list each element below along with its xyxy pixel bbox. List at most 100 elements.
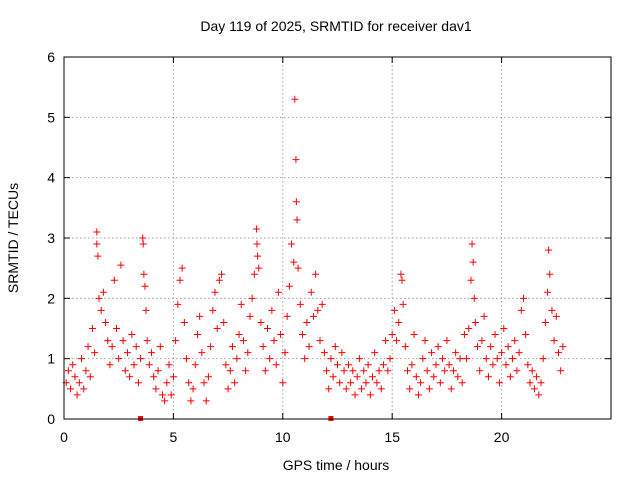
data-point — [172, 337, 180, 345]
data-point — [449, 367, 457, 375]
data-point — [423, 367, 431, 375]
data-point — [460, 331, 468, 339]
data-point — [369, 373, 377, 381]
data-point — [489, 361, 497, 369]
data-point — [167, 391, 175, 399]
data-point — [552, 312, 560, 320]
data-point — [344, 361, 352, 369]
data-point — [406, 385, 414, 393]
data-point — [491, 331, 499, 339]
data-point — [309, 312, 317, 320]
data-point — [495, 379, 503, 387]
data-point — [123, 349, 131, 357]
data-point — [307, 288, 315, 296]
data-point — [183, 355, 191, 363]
data-point — [430, 373, 438, 381]
data-point — [94, 252, 102, 260]
data-point — [463, 355, 471, 363]
data-point — [474, 343, 482, 351]
data-point — [148, 349, 156, 357]
data-point — [248, 294, 256, 302]
data-point — [207, 343, 215, 351]
data-point — [165, 361, 173, 369]
data-point — [487, 343, 495, 351]
data-point — [458, 379, 466, 387]
data-point — [145, 361, 153, 369]
data-point — [439, 355, 447, 363]
data-point — [226, 367, 234, 375]
data-point — [329, 373, 337, 381]
data-point — [410, 331, 418, 339]
data-point — [93, 228, 101, 236]
data-point — [113, 325, 121, 332]
data-point — [390, 306, 398, 314]
data-point — [93, 240, 101, 248]
data-point — [535, 391, 543, 399]
data-point — [290, 258, 298, 266]
data-point — [200, 379, 208, 387]
data-point — [454, 373, 462, 381]
data-point — [202, 397, 210, 405]
data-point — [88, 325, 96, 332]
data-point — [115, 355, 123, 363]
data-point — [414, 391, 422, 399]
data-point — [506, 373, 514, 381]
data-point — [342, 385, 350, 393]
data-point — [263, 325, 271, 332]
data-point — [141, 282, 149, 290]
data-point — [86, 373, 94, 381]
data-point — [452, 349, 460, 357]
x-tick-labels: 0 5 10 15 20 — [60, 429, 509, 445]
data-point — [80, 385, 88, 393]
data-points — [62, 95, 567, 405]
data-point — [292, 156, 300, 164]
data-point — [334, 361, 341, 369]
data-point — [379, 361, 387, 369]
data-point — [224, 385, 232, 393]
data-point — [259, 343, 267, 351]
data-point — [266, 355, 274, 363]
data-point — [75, 379, 83, 387]
data-point — [270, 337, 278, 345]
data-point — [432, 361, 440, 369]
data-point — [178, 264, 186, 272]
data-point — [255, 264, 263, 272]
data-point — [445, 361, 453, 369]
data-point — [441, 367, 449, 375]
data-point — [373, 379, 381, 387]
data-point — [272, 361, 280, 369]
data-point — [528, 367, 536, 375]
data-point — [246, 312, 254, 320]
x-tick-label: 15 — [384, 429, 400, 445]
axis-ticks — [63, 56, 611, 420]
data-point — [425, 385, 433, 393]
data-point — [193, 331, 201, 339]
data-point — [358, 385, 366, 393]
data-point — [484, 373, 492, 381]
data-point — [526, 379, 534, 387]
data-point — [397, 270, 405, 278]
data-point — [533, 373, 541, 381]
x-tick-label: 10 — [275, 429, 291, 445]
data-point — [364, 361, 372, 369]
data-point — [388, 331, 396, 339]
data-point — [515, 349, 523, 357]
data-point — [517, 306, 525, 314]
data-point — [239, 337, 247, 345]
data-point — [539, 355, 547, 363]
data-point — [375, 367, 383, 375]
data-point — [95, 294, 103, 302]
data-point — [478, 337, 486, 345]
data-point — [250, 270, 258, 278]
x-tick-label: 0 — [60, 429, 68, 445]
data-point — [97, 306, 105, 314]
data-point — [557, 367, 565, 375]
data-point — [366, 391, 374, 399]
y-axis-label: SRMTID / TECUs — [5, 183, 21, 293]
data-point — [73, 391, 81, 399]
data-point — [213, 325, 221, 332]
data-point — [554, 349, 562, 357]
data-point — [312, 270, 320, 278]
data-point — [434, 343, 442, 351]
